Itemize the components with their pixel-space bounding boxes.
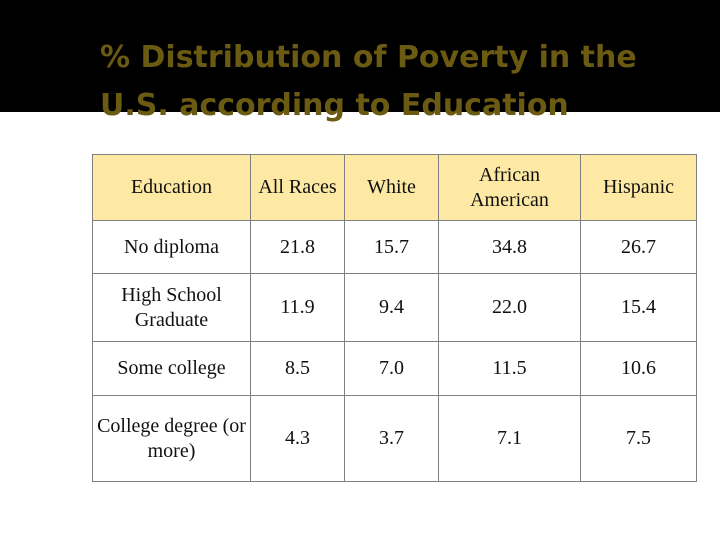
hispanic-cell: 15.4 [580, 273, 697, 342]
column-header-education: Education [92, 154, 251, 221]
education-level-cell: High School Graduate [92, 273, 251, 342]
column-header-african-american: African American [438, 154, 581, 221]
column-header-all-races: All Races [250, 154, 345, 221]
hispanic-cell: 10.6 [580, 341, 697, 396]
education-level-cell: College degree (or more) [92, 395, 251, 482]
all-races-cell: 21.8 [250, 220, 345, 274]
poverty-education-table: Education All Races White African Americ… [92, 154, 697, 482]
slide-title-line-2: U.S. according to Education [100, 88, 569, 123]
education-level-cell: No diploma [92, 220, 251, 274]
table-row: Some college 8.5 7.0 11.5 10.6 [92, 341, 697, 396]
hispanic-cell: 26.7 [580, 220, 697, 274]
education-level-cell: Some college [92, 341, 251, 396]
slide-title: % Distribution of Poverty in the U.S. ac… [100, 34, 700, 130]
african-american-cell: 22.0 [438, 273, 581, 342]
table-row: High School Graduate 11.9 9.4 22.0 15.4 [92, 273, 697, 342]
african-american-cell: 34.8 [438, 220, 581, 274]
table-row: College degree (or more) 4.3 3.7 7.1 7.5 [92, 395, 697, 482]
hispanic-cell: 7.5 [580, 395, 697, 482]
slide-title-line-1: % Distribution of Poverty in the [100, 40, 637, 75]
african-american-cell: 7.1 [438, 395, 581, 482]
all-races-cell: 11.9 [250, 273, 345, 342]
table-header-row: Education All Races White African Americ… [92, 154, 697, 221]
white-cell: 15.7 [344, 220, 439, 274]
all-races-cell: 8.5 [250, 341, 345, 396]
column-header-hispanic: Hispanic [580, 154, 697, 221]
white-cell: 3.7 [344, 395, 439, 482]
all-races-cell: 4.3 [250, 395, 345, 482]
column-header-white: White [344, 154, 439, 221]
african-american-cell: 11.5 [438, 341, 581, 396]
table-row: No diploma 21.8 15.7 34.8 26.7 [92, 220, 697, 274]
white-cell: 9.4 [344, 273, 439, 342]
title-band [0, 0, 720, 112]
white-cell: 7.0 [344, 341, 439, 396]
